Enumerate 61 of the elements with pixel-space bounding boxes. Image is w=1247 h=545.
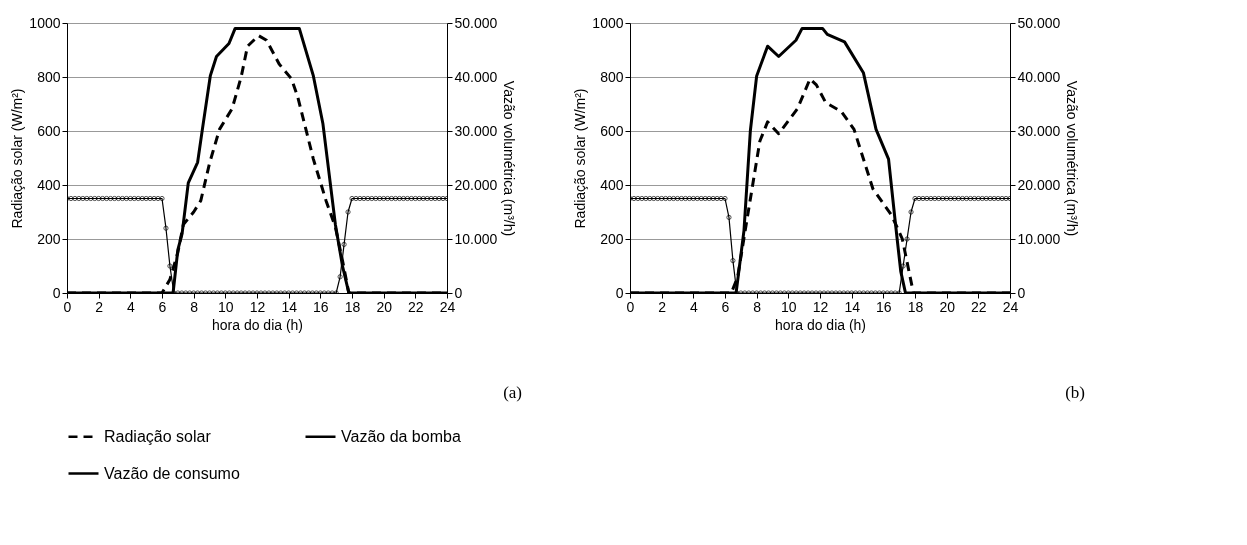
- y2-tick-label: 50.000: [1017, 14, 1061, 31]
- x-tick-label: 16: [876, 298, 892, 315]
- x-tick-label: 22: [408, 298, 424, 315]
- y2-tick-label: 20.000: [454, 176, 498, 193]
- x-tick-label: 2: [658, 298, 667, 315]
- legend-label: Radiação solar: [104, 427, 212, 445]
- x-tick-label: 20: [939, 298, 956, 315]
- x-tick-label: 2: [95, 298, 104, 315]
- y-tick-label: 600: [37, 122, 61, 139]
- text: (a): [503, 383, 522, 402]
- text: (b): [1065, 383, 1085, 402]
- x-axis-title: hora do dia (h): [774, 316, 867, 333]
- x-tick-label: 0: [626, 298, 635, 315]
- x-tick-label: 14: [844, 298, 861, 315]
- y-tick-label: 400: [600, 176, 624, 193]
- x-tick-label: 18: [344, 298, 361, 315]
- x-tick-label: 24: [439, 298, 456, 315]
- y2-tick-label: 0: [1017, 284, 1026, 301]
- x-tick-label: 12: [812, 298, 829, 315]
- x-tick-label: 14: [281, 298, 298, 315]
- y-tick-label: 800: [37, 68, 61, 85]
- x-tick-label: 6: [158, 298, 167, 315]
- x-tick-label: 0: [63, 298, 72, 315]
- y-tick-label: 600: [600, 122, 624, 139]
- y2-axis-title: Vazão volumétrica (m³/h): [501, 80, 518, 237]
- x-tick-label: 8: [190, 298, 199, 315]
- y-axis-title: Radiação solar (W/m²): [9, 88, 26, 229]
- y2-tick-label: 10.000: [1017, 230, 1061, 247]
- x-tick-label: 24: [1002, 298, 1019, 315]
- x-tick-label: 22: [971, 298, 987, 315]
- x-tick-label: 8: [753, 298, 762, 315]
- y2-tick-label: 0: [454, 284, 463, 301]
- x-tick-label: 10: [781, 298, 797, 315]
- x-tick-label: 10: [218, 298, 234, 315]
- y-tick-label: 0: [615, 284, 624, 301]
- y-tick-label: 1000: [29, 14, 61, 31]
- x-tick-label: 4: [689, 298, 698, 315]
- y2-tick-label: 30.000: [1017, 122, 1061, 139]
- x-tick-label: 18: [907, 298, 924, 315]
- y2-tick-label: 20.000: [1017, 176, 1061, 193]
- y-tick-label: 0: [52, 284, 61, 301]
- y2-tick-label: 40.000: [454, 68, 498, 85]
- x-tick-label: 20: [376, 298, 393, 315]
- y2-tick-label: 40.000: [1017, 68, 1061, 85]
- y2-axis-title: Vazão volumétrica (m³/h): [1064, 80, 1081, 237]
- y2-tick-label: 30.000: [454, 122, 498, 139]
- y-tick-label: 200: [600, 230, 624, 247]
- x-tick-label: 12: [249, 298, 266, 315]
- y2-tick-label: 50.000: [454, 14, 498, 31]
- y-tick-label: 200: [37, 230, 61, 247]
- y-tick-label: 800: [600, 68, 624, 85]
- legend-label: Vazão da bomba: [341, 427, 461, 445]
- y2-tick-label: 10.000: [454, 230, 498, 247]
- x-tick-label: 16: [313, 298, 329, 315]
- y-tick-label: 400: [37, 176, 61, 193]
- y-tick-label: 1000: [592, 14, 624, 31]
- x-tick-label: 6: [721, 298, 730, 315]
- x-axis-title: hora do dia (h): [211, 316, 304, 333]
- x-tick-label: 4: [126, 298, 135, 315]
- legend-label: Vazão de consumo: [104, 464, 240, 482]
- y-axis-title: Radiação solar (W/m²): [572, 88, 589, 229]
